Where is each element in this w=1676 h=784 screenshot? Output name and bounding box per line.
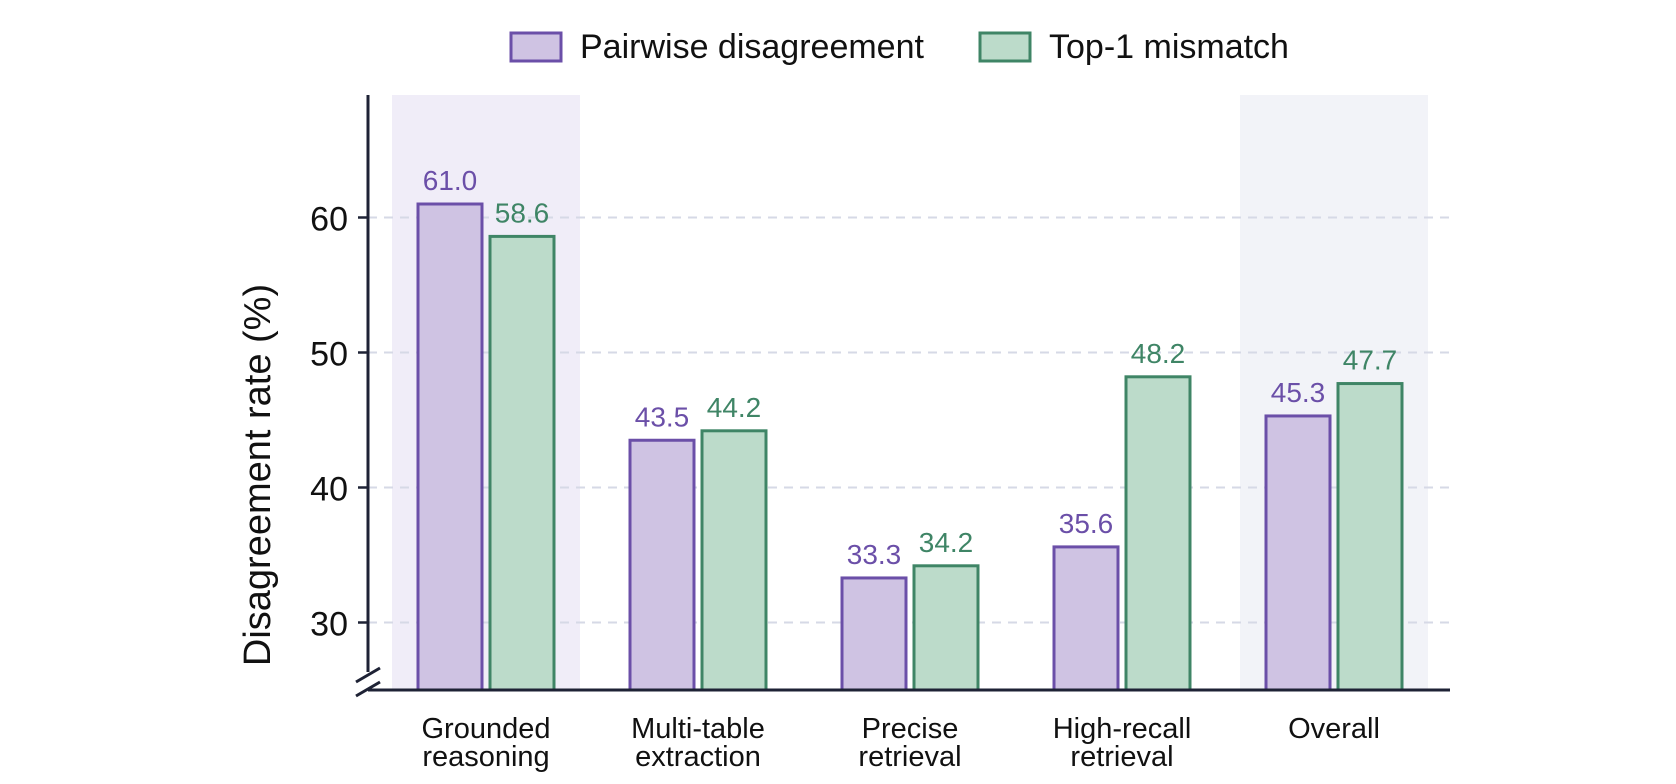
y-tick-label: 60: [310, 201, 348, 239]
y-tick-label: 30: [310, 606, 348, 644]
bars: [416, 202, 1404, 692]
data-label: 47.7: [1343, 345, 1398, 376]
bar-top1: [912, 564, 980, 692]
data-label: 48.2: [1131, 338, 1186, 369]
x-tick-label: reasoning: [422, 741, 549, 773]
data-label: 43.5: [635, 401, 690, 432]
legend-swatch: [978, 31, 1032, 63]
data-label: 45.3: [1271, 377, 1326, 408]
x-tick-label: extraction: [635, 741, 761, 773]
x-tick-label: retrieval: [1070, 741, 1173, 773]
bar-pairwise: [416, 202, 484, 692]
bar-top1: [1124, 375, 1192, 692]
y-tick-label: 40: [310, 471, 348, 509]
x-tick-label: Overall: [1288, 713, 1380, 745]
bar-top1: [488, 234, 556, 692]
data-label: 44.2: [707, 392, 762, 423]
bar-pairwise: [840, 576, 908, 692]
data-label: 33.3: [847, 539, 902, 570]
x-tick-label: Multi-table: [631, 713, 765, 745]
value-labels: 61.0 58.6 43.5 44.2 33.3 34.2 35.6 48.2 45.3 47.7: [423, 165, 1398, 570]
bar-pairwise: [1052, 545, 1120, 692]
bar-pairwise: [628, 438, 696, 692]
legend-label: Pairwise disagreement: [580, 28, 924, 66]
bar-top1: [1336, 382, 1404, 692]
x-tick-label: Grounded: [422, 713, 551, 745]
y-tick-label: 50: [310, 336, 348, 374]
bar-top1: [700, 429, 768, 692]
legend-label: Top-1 mismatch: [1049, 28, 1289, 66]
axis-break-mark: [355, 666, 381, 684]
data-label: 34.2: [919, 527, 974, 558]
data-label: 58.6: [495, 197, 550, 228]
legend-swatch: [509, 31, 563, 63]
bar-pairwise: [1264, 414, 1332, 692]
data-label: 35.6: [1059, 508, 1114, 539]
y-axis-label: Disagreement rate (%): [237, 284, 279, 666]
legend: Pairwise disagreement Top-1 mismatch: [509, 28, 1289, 66]
x-tick-label: Precise: [862, 713, 959, 745]
x-tick-label: High-recall: [1053, 713, 1192, 745]
x-tick-label: retrieval: [858, 741, 961, 773]
data-label: 61.0: [423, 165, 478, 196]
axis-break-mark: [355, 680, 381, 698]
